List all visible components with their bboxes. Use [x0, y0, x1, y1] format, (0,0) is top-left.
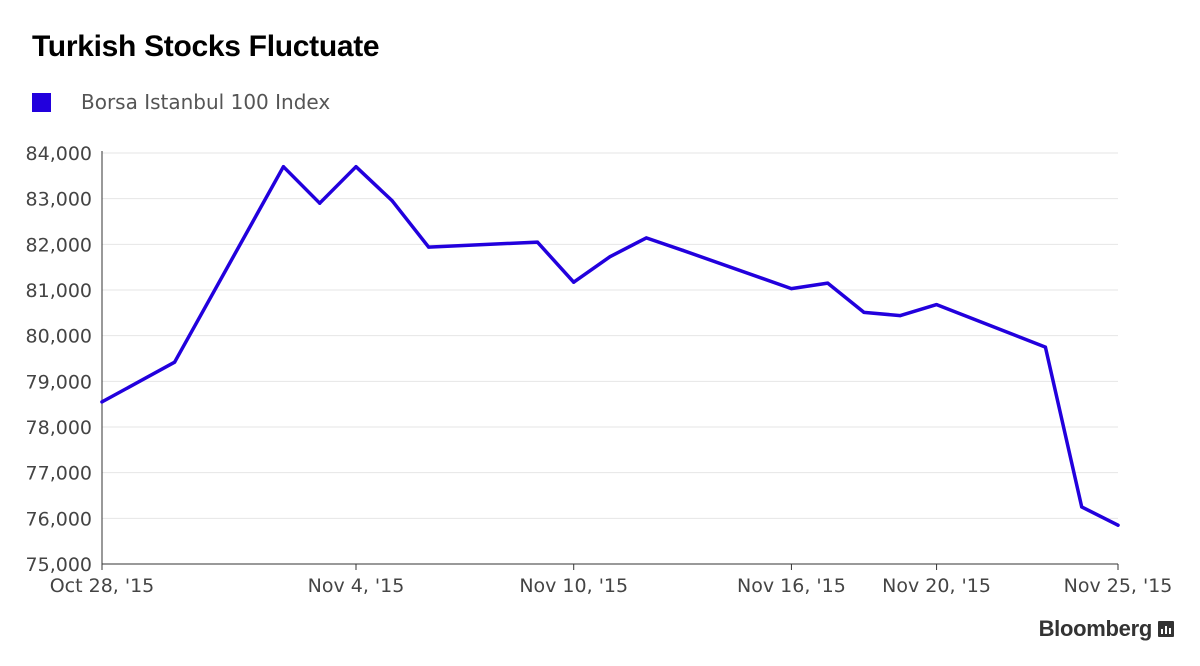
y-tick-label: 80,000	[26, 326, 92, 348]
bloomberg-chart-icon	[1158, 621, 1174, 637]
data-point	[390, 199, 394, 203]
x-tick-label: Oct 28, '15	[50, 575, 155, 597]
y-tick-label: 84,000	[26, 143, 92, 165]
data-point	[426, 245, 431, 249]
data-point	[1043, 345, 1048, 349]
x-tick-label: Nov 16, '15	[737, 575, 846, 597]
data-point	[644, 236, 648, 240]
y-tick-label: 81,000	[26, 280, 92, 302]
data-point	[862, 310, 866, 314]
y-tick-label: 78,000	[26, 417, 92, 439]
data-point	[535, 240, 540, 244]
legend-swatch	[32, 92, 51, 112]
data-point	[680, 248, 685, 252]
x-tick-label: Nov 4, '15	[308, 575, 405, 597]
y-tick-label: 79,000	[26, 371, 92, 393]
x-tick-label: Nov 25, '15	[1064, 575, 1173, 597]
data-point	[354, 165, 358, 169]
y-tick-label: 75,000	[26, 554, 92, 576]
legend-label: Borsa Istanbul 100 Index	[81, 90, 331, 114]
y-tick-label: 82,000	[26, 234, 92, 256]
data-point	[898, 313, 902, 318]
chart-title: Turkish Stocks Fluctuate	[32, 30, 380, 63]
data-point	[100, 400, 104, 404]
bloomberg-logo: Bloomberg	[1039, 616, 1174, 642]
data-point	[608, 255, 612, 259]
data-point	[934, 303, 939, 307]
data-point	[281, 165, 286, 169]
data-point	[318, 201, 322, 205]
data-point	[826, 281, 830, 285]
series-line	[100, 164, 1120, 527]
x-tick-label: Nov 10, '15	[519, 575, 628, 597]
data-point	[789, 287, 794, 291]
data-point	[572, 280, 576, 284]
brand-name: Bloomberg	[1038, 616, 1153, 641]
x-tick-label: Nov 20, '15	[882, 575, 991, 597]
y-tick-label: 76,000	[26, 508, 92, 530]
data-point	[1116, 523, 1120, 527]
legend: Borsa Istanbul 100 Index	[32, 90, 330, 114]
data-point	[1080, 505, 1084, 509]
data-point	[172, 360, 177, 364]
y-tick-label: 83,000	[26, 189, 92, 211]
y-tick-label: 77,000	[26, 463, 92, 485]
